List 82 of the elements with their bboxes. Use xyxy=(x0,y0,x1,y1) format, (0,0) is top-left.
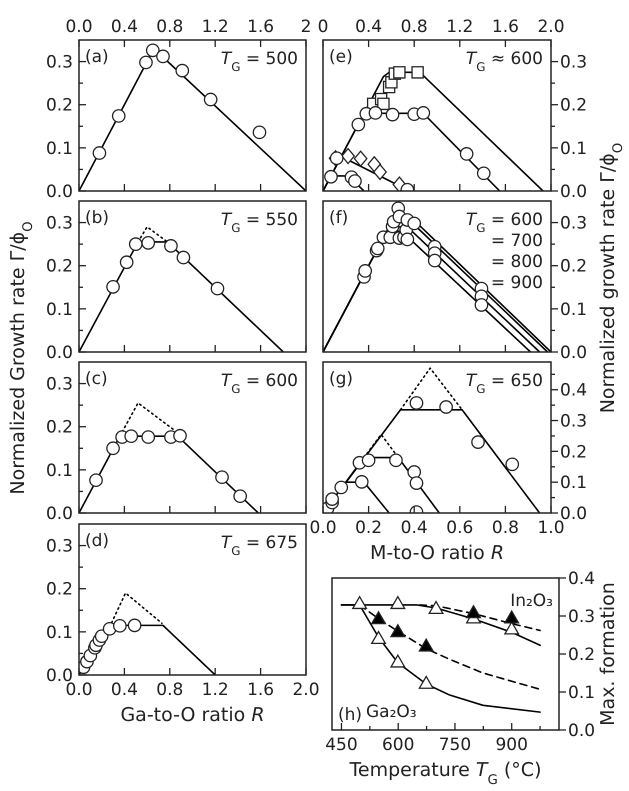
x-tick-label: 1.0 xyxy=(537,518,565,538)
x-tick-label: 0.8 xyxy=(156,680,184,700)
x-tick-label: 750 xyxy=(438,735,472,755)
text: (b) xyxy=(85,208,110,228)
y2-tick-label: 0.3 xyxy=(560,214,588,234)
annotation: In₂O₃ xyxy=(510,591,553,611)
annotation: T$_{G}$ ≈ 600 xyxy=(466,49,543,74)
y-tick-label: 0.0 xyxy=(46,342,73,363)
y2-tick-label: 0.3 xyxy=(560,52,588,73)
x-tick-label: 0.8 xyxy=(492,518,519,538)
y2-tick-label: 0.0 xyxy=(568,720,596,741)
y-tick-label: 0.1 xyxy=(46,138,73,159)
x-axis-title: Temperature T$_{G}$ (°C) xyxy=(348,759,542,788)
annotation: = 900 xyxy=(490,273,543,293)
y-tick-label: 0.0 xyxy=(46,182,73,202)
x-tick-label: 0.0 xyxy=(309,518,337,538)
x2-tick-label: 2.0 xyxy=(537,17,565,37)
x-axis-title: Ga-to-O ratio R xyxy=(120,704,265,726)
annotation: Ga₂O₃ xyxy=(366,702,417,722)
annotation: T$_{G}$ = 675 xyxy=(220,533,298,558)
y2-tick-label: 0.1 xyxy=(560,138,588,159)
y2-tick-label: 0.2 xyxy=(560,96,588,116)
text: (f) xyxy=(329,208,348,228)
text: (h) xyxy=(338,705,362,725)
y-tick-label: 0.3 xyxy=(46,52,73,73)
y-tick-label: 0.2 xyxy=(46,580,73,600)
x2-tick-label: 1.2 xyxy=(446,17,474,37)
y-tick-label: 0.0 xyxy=(46,504,73,524)
y2-tick-label: 0.1 xyxy=(560,473,588,494)
x-tick-label: 450 xyxy=(325,735,358,755)
x-tick-label: 0.2 xyxy=(355,518,382,538)
x-tick-label: 1.6 xyxy=(247,680,274,700)
y-tick-label: 0.2 xyxy=(46,96,73,116)
y2-tick-label: 0.1 xyxy=(568,682,596,703)
text: (e) xyxy=(329,47,353,67)
y2-tick-label: 0.0 xyxy=(560,342,588,363)
annotation: T$_{G}$ = 600 xyxy=(220,371,298,396)
y-tick-label: 0.3 xyxy=(46,214,73,234)
x2-tick-label: 0.0 xyxy=(65,17,93,37)
y-tick-label: 0.1 xyxy=(46,460,73,481)
y2-tick-label: 0.4 xyxy=(560,380,588,401)
annotation: T$_{G}$ = 550 xyxy=(220,210,298,235)
text: (c) xyxy=(85,369,108,389)
y-tick-label: 0.3 xyxy=(46,374,73,395)
x2-tick-label: 0.4 xyxy=(110,17,138,37)
annotation: T$_{G}$ = 500 xyxy=(220,49,298,74)
x2-tick-label: 0.4 xyxy=(355,17,382,37)
x-tick-label: 2.0 xyxy=(292,680,320,700)
text: (d) xyxy=(85,531,110,551)
y-tick-label: 0.2 xyxy=(46,418,73,438)
y-tick-label: 0.1 xyxy=(46,300,73,320)
x-axis-title: M-to-O ratio R xyxy=(370,542,504,564)
x-tick-label: 1.2 xyxy=(202,680,229,700)
x2-tick-label: 0.8 xyxy=(400,17,428,37)
x-tick-label: 0.4 xyxy=(400,518,428,538)
text: (a) xyxy=(85,47,109,67)
x-tick-label: 900 xyxy=(495,735,528,755)
x2-tick-label: 1.6 xyxy=(492,17,519,37)
x2-tick-label: 0.8 xyxy=(156,17,184,37)
text: (g) xyxy=(329,369,354,389)
y2-tick-label: 0.2 xyxy=(560,256,588,277)
annotation: = 800 xyxy=(490,252,543,272)
x-tick-label: 0.4 xyxy=(110,680,138,700)
y2-tick-label: 0.3 xyxy=(560,412,588,432)
x2-tick-label: 1.6 xyxy=(247,17,274,37)
y2-tick-label: 0.2 xyxy=(560,442,588,462)
x2-tick-label: 1.2 xyxy=(202,17,229,37)
y-tick-label: 0.2 xyxy=(46,256,73,277)
x2-tick-label: 0 xyxy=(318,17,328,37)
y2-axis-title: Max. formation xyxy=(597,582,619,726)
y2-tick-label: 0.1 xyxy=(560,300,588,320)
y-tick-label: 0.1 xyxy=(46,622,73,643)
y-tick-label: 0.3 xyxy=(46,536,73,557)
y2-tick-label: 0.3 xyxy=(568,606,596,627)
y2-tick-label: 0.2 xyxy=(568,644,596,665)
y2-tick-label: 0.4 xyxy=(568,568,596,589)
y2-tick-label: 0.0 xyxy=(560,182,588,202)
annotation: = 700 xyxy=(490,231,543,251)
x-tick-label: 600 xyxy=(382,735,414,755)
annotation: T$_{G}$ = 650 xyxy=(466,371,543,396)
x-tick-label: 0.6 xyxy=(446,518,474,538)
x2-tick-label: 2 xyxy=(300,17,312,37)
